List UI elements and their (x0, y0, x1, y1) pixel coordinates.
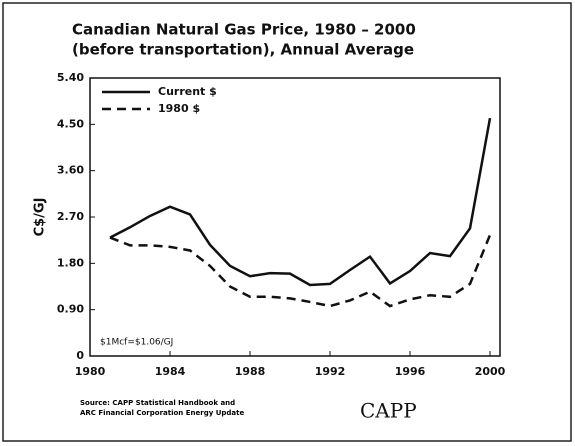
series-line (109, 234, 492, 308)
x-tick-label: 1992 (315, 365, 346, 378)
y-tick-label: 1.80 (57, 256, 84, 269)
x-tick-label: 1984 (155, 365, 186, 378)
y-tick-label: 4.50 (57, 117, 84, 130)
y-tick-label: 0 (76, 349, 84, 362)
series-line (109, 117, 492, 287)
annotation: $1Mcf=$1.06/GJ (100, 338, 173, 348)
source-box: Source: CAPP Statistical Handbook and AR… (80, 399, 245, 417)
source: Source: CAPP Statistical Handbook and AR… (80, 399, 245, 417)
y-tick-label: 2.70 (57, 210, 84, 223)
logo: CAPP (360, 399, 417, 423)
frame (2, 2, 572, 442)
x-tick-label: 1980 (75, 365, 106, 378)
chart-subtitle: (before transportation), Annual Average (72, 41, 414, 59)
legend-label: 1980 $ (158, 102, 200, 115)
y-tick-label: 3.60 (57, 164, 84, 177)
x-tick-label: 2000 (475, 365, 506, 378)
y-tick-label: 0.90 (57, 303, 84, 316)
x-tick-label: 1988 (235, 365, 266, 378)
x-tick-label: 1996 (395, 365, 426, 378)
chart-title: Canadian Natural Gas Price, 1980 – 2000 (72, 21, 416, 39)
legend-label: Current $ (158, 85, 217, 98)
y-tick-label: 5.40 (57, 71, 84, 84)
plot-area (89, 77, 501, 357)
y-axis-label: C$/GJ (33, 198, 48, 237)
